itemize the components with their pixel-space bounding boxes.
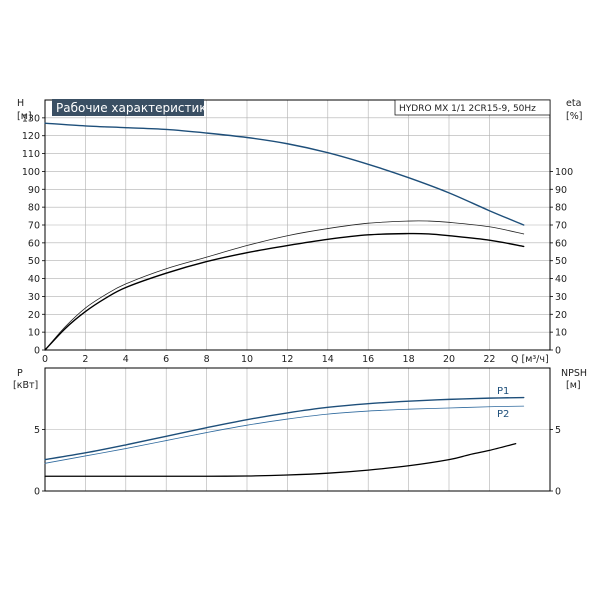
title-background bbox=[52, 99, 204, 116]
y-tick-label-left: 5 bbox=[34, 425, 40, 436]
y-tick-label-right: 40 bbox=[555, 274, 567, 285]
y-tick-label-right: 10 bbox=[555, 328, 567, 339]
y-tick-label-left: 120 bbox=[22, 131, 40, 142]
y-tick-label-left: 110 bbox=[22, 149, 40, 160]
x-tick-label: 6 bbox=[163, 354, 169, 365]
lower-curves bbox=[44, 396, 525, 477]
y-tick-label-left: 40 bbox=[28, 274, 40, 285]
chart-title: Рабочие характеристики bbox=[56, 101, 214, 115]
y-tick-label-left: 50 bbox=[28, 256, 40, 267]
lower-left-axis-title: P bbox=[17, 368, 23, 379]
lower-right-axis-unit: [м] bbox=[566, 380, 581, 391]
y-tick-label-right: 80 bbox=[555, 203, 567, 214]
curve-p1 bbox=[44, 396, 525, 461]
lower-left-axis-unit: [кВт] bbox=[13, 380, 38, 391]
y-tick-label-left: 90 bbox=[28, 185, 40, 196]
y-tick-label-right: 70 bbox=[555, 221, 567, 232]
upper-left-axis-title: H bbox=[17, 98, 24, 109]
y-tick-label-left: 60 bbox=[28, 238, 40, 249]
lower-right-axis-title: NPSH bbox=[561, 368, 587, 379]
y-tick-label-right: 90 bbox=[555, 185, 567, 196]
x-tick-label: 14 bbox=[322, 354, 334, 365]
upper-tick-labels: 0102030405060708090100110120130010203040… bbox=[22, 113, 573, 365]
upper-curve-2 bbox=[44, 232, 525, 351]
y-tick-label-right: 0 bbox=[555, 346, 561, 357]
y-tick-label-left: 100 bbox=[22, 167, 40, 178]
y-tick-label-left: 130 bbox=[22, 113, 40, 124]
upper-right-axis-title: eta bbox=[566, 98, 581, 109]
lower-tick-labels: 0 5 0 5 bbox=[34, 425, 561, 498]
y-tick-label-left: 0 bbox=[34, 487, 40, 498]
x-tick-label: 0 bbox=[42, 354, 48, 365]
upper-right-axis-unit: [%] bbox=[566, 111, 582, 122]
y-tick-label-right: 30 bbox=[555, 292, 567, 303]
y-tick-label-right: 60 bbox=[555, 238, 567, 249]
y-tick-label-left: 10 bbox=[28, 328, 40, 339]
upper-grid bbox=[45, 100, 550, 350]
model-box bbox=[394, 99, 551, 116]
p2-curve-label: P2 bbox=[497, 409, 509, 420]
lower-grid bbox=[45, 368, 550, 491]
y-tick-label-right: 20 bbox=[555, 310, 567, 321]
x-tick-label: 4 bbox=[123, 354, 129, 365]
p1-curve-label: P1 bbox=[497, 386, 509, 397]
y-tick-label-left: 30 bbox=[28, 292, 40, 303]
x-tick-label: 12 bbox=[281, 354, 293, 365]
upper-curves bbox=[44, 122, 525, 351]
x-tick-label: 20 bbox=[443, 354, 455, 365]
model-label: HYDRO MX 1/1 2CR15-9, 50Hz bbox=[399, 104, 536, 114]
x-tick-label: 2 bbox=[82, 354, 88, 365]
x-axis-title: Q [м³/ч] bbox=[511, 354, 549, 365]
y-tick-label-right: 50 bbox=[555, 256, 567, 267]
x-tick-label: 10 bbox=[241, 354, 253, 365]
x-tick-label: 8 bbox=[204, 354, 210, 365]
upper-curve-0 bbox=[44, 122, 525, 226]
y-tick-label-left: 0 bbox=[34, 346, 40, 357]
y-tick-label-left: 80 bbox=[28, 203, 40, 214]
curve-p2 bbox=[44, 405, 525, 464]
upper-left-axis-unit: [м] bbox=[17, 111, 32, 122]
x-tick-label: 16 bbox=[362, 354, 374, 365]
y-tick-label-left: 20 bbox=[28, 310, 40, 321]
y-tick-label-right: 0 bbox=[555, 487, 561, 498]
y-tick-label-right: 5 bbox=[555, 425, 561, 436]
upper-curve-1 bbox=[44, 220, 525, 351]
y-tick-label-left: 70 bbox=[28, 221, 40, 232]
x-tick-label: 18 bbox=[403, 354, 415, 365]
x-tick-label: 22 bbox=[483, 354, 495, 365]
y-tick-label-right: 100 bbox=[555, 167, 573, 178]
lower-curve-2 bbox=[44, 442, 517, 477]
